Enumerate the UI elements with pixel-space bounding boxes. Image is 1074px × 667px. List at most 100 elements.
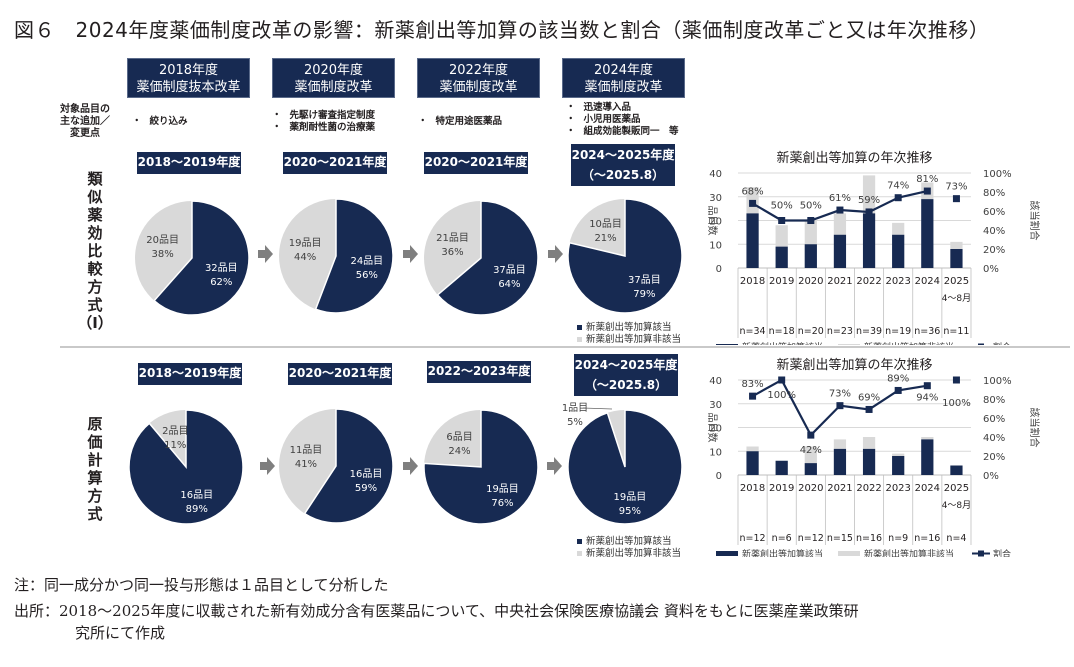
pie-label-applicable: 19品目 95% — [600, 491, 660, 519]
pie-label-applicable: 37品目 79% — [614, 274, 674, 302]
y2-tick-label: 20% — [983, 245, 1005, 256]
y2-tick-label: 100% — [983, 376, 1012, 387]
y2-tick-label: 20% — [983, 452, 1005, 463]
bar-not-applicable — [804, 446, 817, 464]
legend-label: 割合 — [993, 548, 1011, 557]
legend-marker-ratio — [978, 550, 984, 557]
pie-slice-applicable — [567, 409, 683, 525]
pie-slice-applicable — [423, 409, 539, 525]
pie-pct-label: 41% — [294, 459, 318, 470]
bar-applicable — [950, 249, 963, 268]
ratio-marker — [778, 376, 786, 384]
x-tick-label: 2023 — [885, 276, 910, 287]
y-tick-label: 0 — [716, 264, 722, 275]
pie-label-not-applicable: 6品目 24% — [430, 431, 490, 459]
bar-applicable — [804, 244, 817, 268]
ratio-marker — [807, 431, 815, 439]
changes-label-line: 対象品目の — [60, 104, 110, 115]
pie-count-label: 19品目 — [288, 238, 322, 250]
x-tick-label: 2021 — [827, 276, 852, 287]
chart-title: 新薬創出等加算の年次推移 — [776, 150, 932, 166]
y-tick-label: 10 — [709, 240, 722, 251]
n-label: n=39 — [856, 326, 882, 337]
n-label: n=16 — [914, 533, 940, 544]
bar-not-applicable — [746, 446, 759, 452]
legend-item-not-applicable: 新薬創出等加算非該当 — [577, 334, 681, 346]
pie-label-not-applicable: 21品目 36% — [423, 232, 483, 260]
change-item: 先駆け審査指定制度 — [272, 110, 376, 122]
period-label: 2022～2023年度 — [427, 361, 531, 383]
pie-count-label: 16品目 — [349, 468, 383, 480]
row-label-char: 方 — [87, 487, 103, 505]
arrow-icons — [258, 245, 563, 475]
pie-count-label: 20品目 — [146, 234, 180, 246]
pie-pct-label: 11% — [164, 439, 187, 451]
ratio-marker — [894, 386, 902, 394]
pie-label-not-applicable: 2品目 11% — [145, 425, 205, 453]
pie-count-label: 11品目 — [289, 445, 323, 456]
row-label-char: 価 — [87, 433, 103, 451]
bar-not-applicable — [833, 439, 847, 449]
bar-applicable — [921, 439, 934, 475]
ratio-marker — [836, 402, 844, 410]
x-tick-label: 2020 — [798, 276, 823, 287]
row-label-char: 類 — [87, 170, 103, 188]
pie-legend-bottom: 新薬創出等加算該当 新薬創出等加算非該当 — [577, 536, 681, 560]
bar-not-applicable — [892, 222, 905, 235]
legend-item-applicable: 新薬創出等加算該当 — [577, 536, 681, 548]
x-tick-label: 2021 — [827, 483, 852, 494]
pie-count-label: 37品目 — [628, 274, 661, 286]
reform-name: 薬価制度抜本改革 — [136, 80, 241, 95]
ratio-label: 81% — [916, 174, 938, 185]
y2-axis-title: 該当割合 — [1028, 201, 1041, 241]
bar-not-applicable — [950, 241, 963, 249]
ratio-label: 42% — [800, 445, 822, 456]
pie-slice-applicable — [153, 200, 250, 316]
ratio-label: 83% — [741, 379, 763, 390]
period-label: 2020～2021年度 — [424, 152, 528, 174]
pie-count-label: 24品目 — [350, 255, 384, 267]
bar-chart-ruiji: 新薬創出等加算の年次推移 0 10 20 30 40 0% 20% 40% 60% 80% 100% 品… — [706, 150, 1041, 345]
y-tick-label: 40 — [709, 169, 722, 180]
row-label-char: 式 — [87, 505, 103, 523]
bar-applicable — [833, 448, 847, 475]
figure-title: 図６ 2024年度薬価制度改革の影響：新薬創出等加算の該当数と割合（薬価制度改革… — [14, 18, 990, 42]
change-item: 絞り込み — [132, 116, 188, 128]
legend-label: 新薬創出等加算非該当 — [586, 548, 682, 559]
bar-not-applicable — [862, 175, 876, 214]
period-label: 2020～2021年度 — [283, 152, 387, 174]
legend-label: 新薬創出等加算該当 — [586, 536, 672, 547]
row-label-char: 較 — [87, 260, 103, 278]
ratio-label: 59% — [858, 195, 880, 206]
n-label: n=23 — [827, 326, 853, 337]
ratio-label: 69% — [858, 392, 880, 403]
y2-axis-title: 該当割合 — [1028, 408, 1041, 448]
change-item: 特定用途医薬品 — [418, 116, 503, 128]
y-tick-label: 40 — [709, 376, 722, 387]
bar-not-applicable — [862, 437, 876, 449]
pie-label-not-applicable: 10品目 21% — [576, 218, 636, 246]
legend-label: 新薬創出等加算該当 — [586, 322, 672, 333]
x-tick-label: 2022 — [856, 276, 881, 287]
pie-label-not-applicable: 1品目 5% — [545, 402, 605, 430]
pie-pct-label: 95% — [618, 505, 641, 517]
bar-applicable — [833, 234, 847, 268]
ratio-label: 61% — [829, 193, 851, 204]
x-tick-label: 2023 — [885, 483, 910, 494]
row-label-char: 比 — [87, 242, 103, 260]
bar-applicable — [921, 199, 934, 268]
pie-charts — [128, 198, 683, 525]
n-label: n=4 — [946, 533, 966, 544]
x-tick-label: 2019 — [769, 276, 794, 287]
x-tick-label: 2025 — [944, 483, 969, 494]
y-axis-title: 品目数 — [706, 413, 719, 443]
pie-pct-label: 24% — [448, 446, 471, 458]
ratio-label: 89% — [887, 373, 909, 384]
x-tick-label: 2018 — [740, 483, 765, 494]
ratio-marker — [894, 194, 902, 202]
pie-slice-applicable — [128, 409, 244, 525]
legend-marker-ratio — [978, 343, 984, 345]
legend-item-applicable: 新薬創出等加算該当 — [577, 322, 681, 334]
legend-swatch-applicable — [716, 344, 738, 345]
row-label-char: 薬 — [87, 206, 103, 224]
